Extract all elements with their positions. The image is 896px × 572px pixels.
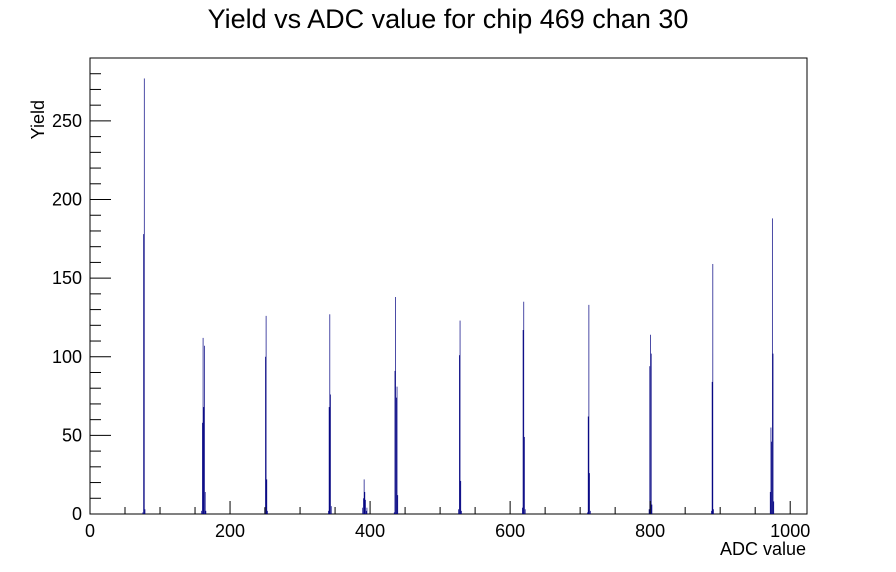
- histogram-bar: [328, 510, 329, 514]
- histogram-bar: [395, 397, 397, 514]
- histogram-bar: [205, 510, 207, 514]
- histogram-bar: [143, 234, 144, 514]
- y-tick-label: 50: [62, 425, 82, 445]
- histogram-bar: [201, 510, 203, 514]
- histogram-bar: [202, 422, 203, 514]
- histogram-bar: [461, 510, 462, 514]
- histogram-bar: [203, 407, 205, 514]
- histogram-bar: [523, 301, 525, 514]
- histogram-bar: [773, 501, 775, 514]
- y-tick-label: 100: [52, 347, 82, 367]
- histogram-bar: [522, 330, 524, 514]
- histogram-bar: [266, 479, 268, 514]
- histogram-bar: [589, 473, 590, 514]
- histogram-bar: [772, 353, 774, 514]
- histogram-bar: [771, 218, 773, 514]
- histogram-bar: [588, 304, 590, 514]
- x-axis: 0 200 400 600 800 1000: [85, 501, 810, 541]
- histogram-bar: [589, 510, 591, 514]
- histogram-bar: [712, 263, 714, 514]
- histogram-bar: [460, 480, 462, 514]
- histogram-bar: [204, 491, 206, 514]
- histogram-bar: [397, 495, 399, 514]
- histogram-bar: [363, 479, 365, 514]
- y-tick-label: 0: [72, 504, 82, 524]
- histogram-bar: [524, 436, 525, 514]
- histogram-bar: [363, 498, 364, 514]
- x-tick-label: 1000: [770, 521, 810, 541]
- histogram-bar: [524, 509, 526, 514]
- histogram-bar: [329, 314, 331, 514]
- histogram-bar: [330, 506, 332, 514]
- y-axis-label: Yield: [28, 100, 48, 139]
- histogram-bar: [396, 386, 398, 514]
- histogram-bar: [459, 320, 461, 514]
- histogram-bar: [394, 370, 396, 514]
- histogram-bar: [459, 355, 460, 514]
- histogram-bar: [362, 507, 364, 514]
- histogram-bar: [202, 337, 204, 514]
- histogram-bar: [769, 491, 771, 514]
- histogram-bar: [522, 507, 523, 514]
- histogram-bar: [770, 427, 772, 514]
- x-tick-label: 800: [635, 521, 665, 541]
- x-tick-label: 600: [495, 521, 525, 541]
- x-tick-label: 0: [85, 521, 95, 541]
- histogram-bar: [142, 512, 144, 514]
- histogram-bar: [265, 315, 267, 514]
- histogram-bars: [142, 78, 775, 514]
- histogram-bar: [458, 509, 460, 514]
- histogram-bar: [265, 356, 266, 514]
- histogram-bar: [267, 510, 268, 514]
- histogram-bar: [365, 499, 366, 514]
- histogram-bar: [330, 394, 331, 514]
- histogram-bar: [711, 381, 713, 514]
- histogram-bar: [651, 504, 653, 514]
- histogram-bar: [365, 510, 367, 514]
- histogram-bar: [393, 512, 395, 514]
- histogram-bar: [395, 297, 396, 514]
- histogram-bar: [650, 334, 651, 514]
- histogram-bar: [328, 407, 330, 514]
- histogram-bar: [587, 512, 588, 514]
- y-tick-label: 250: [52, 111, 82, 131]
- histogram-bar: [366, 507, 368, 514]
- histogram-bar: [143, 78, 145, 514]
- y-axis: 0 50 100 150 200 250: [52, 57, 111, 524]
- x-tick-label: 400: [355, 521, 385, 541]
- histogram-bar: [144, 509, 146, 514]
- plot-frame: [89, 57, 808, 515]
- histogram-bar: [711, 510, 712, 514]
- x-axis-label: ADC value: [720, 539, 806, 559]
- chart-title: Yield vs ADC value for chip 469 chan 30: [208, 4, 689, 34]
- histogram-bar: [364, 491, 366, 514]
- histogram-bar: [650, 353, 652, 514]
- y-tick-label: 200: [52, 190, 82, 210]
- histogram-bar: [771, 441, 772, 514]
- histogram-bar: [587, 416, 589, 514]
- histogram-bar: [649, 366, 651, 514]
- histogram-bar: [648, 509, 650, 514]
- histogram-bar: [713, 509, 714, 514]
- x-tick-label: 200: [215, 521, 245, 541]
- y-tick-label: 150: [52, 268, 82, 288]
- histogram-bar: [204, 345, 205, 514]
